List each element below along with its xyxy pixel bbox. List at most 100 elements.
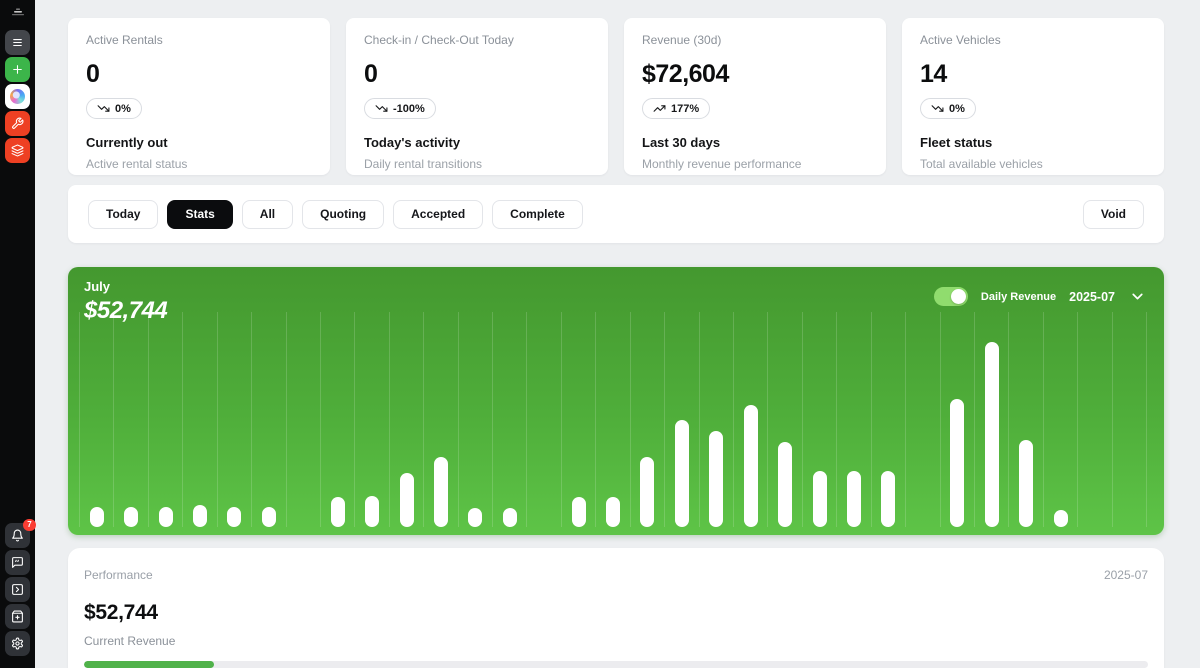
stat-card: Check-in / Check-Out Today 0 -100% Today's …: [346, 18, 608, 175]
toggle-knob: [950, 289, 966, 304]
performance-header: Performance 2025-07: [84, 568, 1148, 582]
filter-stats-button[interactable]: Stats: [167, 199, 233, 229]
stat-card-subtitle: Currently out: [86, 135, 168, 150]
sidebar-item-add-new[interactable]: [5, 57, 30, 82]
chart-day-slot: [423, 312, 457, 527]
chart-bar: [89, 507, 104, 527]
lens-icon: [10, 89, 25, 104]
performance-label: Current Revenue: [84, 634, 176, 648]
stat-card-subtitle: Today's activity: [364, 135, 461, 150]
chart-day-slot: [1111, 312, 1146, 527]
stat-card-label: Check-in / Check-Out Today: [364, 33, 514, 47]
chart-bar: [881, 471, 896, 527]
gear-icon: [12, 637, 23, 650]
void-button[interactable]: Void: [1082, 199, 1144, 229]
chart-day-slot: [733, 312, 767, 527]
main-content: Active Rentals 0 0% Currently out Active ren…: [35, 0, 1200, 668]
daily-revenue-toggle[interactable]: [933, 287, 968, 306]
sidebar-item-notifications[interactable]: 7: [5, 519, 36, 548]
stat-cards-row: Active Rentals 0 0% Currently out Active ren…: [68, 18, 1164, 175]
chart-day-slot: [595, 312, 629, 527]
period-selector[interactable]: 2025-07: [1069, 288, 1146, 305]
performance-card: Performance 2025-07 $52,744 Current Reve…: [68, 548, 1164, 668]
sidebar-item-terminal[interactable]: [5, 577, 30, 602]
filter-quoting-button[interactable]: Quoting: [302, 199, 385, 229]
chart-day-slot: [147, 312, 182, 527]
trending-down-icon: [97, 105, 110, 112]
notification-badge: 7: [23, 519, 36, 531]
chart-bar: [124, 507, 139, 527]
panel-amount: $52,744: [84, 297, 168, 324]
chart-day-slot: [354, 312, 388, 527]
chart-bar: [778, 442, 793, 527]
filter-accepted-button[interactable]: Accepted: [393, 199, 484, 229]
stat-card: Active Rentals 0 0% Currently out Active ren…: [68, 18, 330, 175]
trend-value: 177%: [671, 102, 700, 115]
chart-day-slot: [457, 312, 492, 527]
chart-bar: [330, 497, 345, 527]
chart-bar: [1053, 510, 1068, 527]
bag-plus-icon: [12, 610, 23, 623]
chart-bar: [468, 508, 483, 527]
chart-day-slot: [182, 312, 216, 527]
filter-bar: Today Stats All Quoting Accepted Complete Voi…: [68, 185, 1164, 243]
trend-badge: 0%: [86, 98, 142, 119]
sidebar-item-camera[interactable]: [5, 84, 30, 109]
chart-day-slot: [216, 312, 251, 527]
period-value: 2025-07: [1069, 289, 1115, 304]
sidebar: 7: [0, 0, 36, 668]
trending-up-icon: [653, 105, 666, 112]
chart-day-slot: [1077, 312, 1111, 527]
chart-day-slot: [492, 312, 526, 527]
app-logo: [11, 8, 24, 16]
chart-bar: [812, 471, 827, 527]
chart-day-slot: [560, 312, 595, 527]
revenue-panel: July $52,744 Daily Revenue 2025-07: [68, 267, 1164, 535]
sidebar-item-settings[interactable]: [5, 631, 30, 656]
filter-today-button[interactable]: Today: [88, 199, 159, 229]
wrench-icon: [12, 117, 24, 129]
chart-bar: [743, 405, 758, 527]
chart-day-slot: [388, 312, 423, 527]
stat-card-value: 0: [86, 60, 100, 88]
sidebar-item-layers[interactable]: [5, 138, 30, 163]
stat-card-subtitle: Last 30 days: [642, 135, 721, 150]
chart-day-slot: [767, 312, 801, 527]
chart-bar: [1019, 440, 1034, 527]
sidebar-top-group: [5, 30, 30, 163]
sidebar-item-messages[interactable]: [5, 550, 30, 575]
revenue-progress-fill: [84, 661, 214, 668]
sidebar-item-store[interactable]: [5, 604, 30, 629]
trend-value: -100%: [393, 102, 425, 115]
stat-card-label: Active Rentals: [86, 33, 163, 47]
chart-day-slot: [113, 312, 147, 527]
filter-buttons: Today Stats All Quoting Accepted Complete: [88, 199, 583, 229]
trending-down-icon: [931, 105, 944, 112]
panel-header-left: July $52,744: [84, 279, 168, 325]
chart-bar: [502, 508, 517, 527]
chart-bar: [433, 457, 448, 527]
chart-bar: [399, 473, 414, 527]
toggle-label: Daily Revenue: [980, 290, 1057, 303]
terminal-icon: [12, 584, 23, 595]
trend-value: 0%: [949, 102, 965, 115]
stat-card-label: Revenue (30d): [642, 33, 722, 47]
sidebar-item-menu[interactable]: [5, 30, 30, 55]
hamburger-icon: [13, 38, 22, 47]
chart-bar: [709, 431, 724, 527]
stat-card-description: Total available vehicles: [920, 157, 1043, 171]
chevron-down-icon: [1132, 293, 1143, 300]
chart-bar: [365, 496, 380, 527]
chart-bar: [192, 505, 207, 527]
chart-day-slot: [1042, 312, 1077, 527]
chart-day-slot: [664, 312, 698, 527]
stat-card-description: Monthly revenue performance: [642, 157, 802, 171]
filter-complete-button[interactable]: Complete: [492, 199, 583, 229]
chart-bar: [984, 342, 999, 527]
panel-month: July: [84, 279, 111, 294]
sidebar-item-tools[interactable]: [5, 111, 30, 136]
chart-bar: [571, 497, 586, 527]
filter-all-button[interactable]: All: [241, 199, 294, 229]
chart-day-slot: [629, 312, 664, 527]
chart-day-slot: [285, 312, 320, 527]
